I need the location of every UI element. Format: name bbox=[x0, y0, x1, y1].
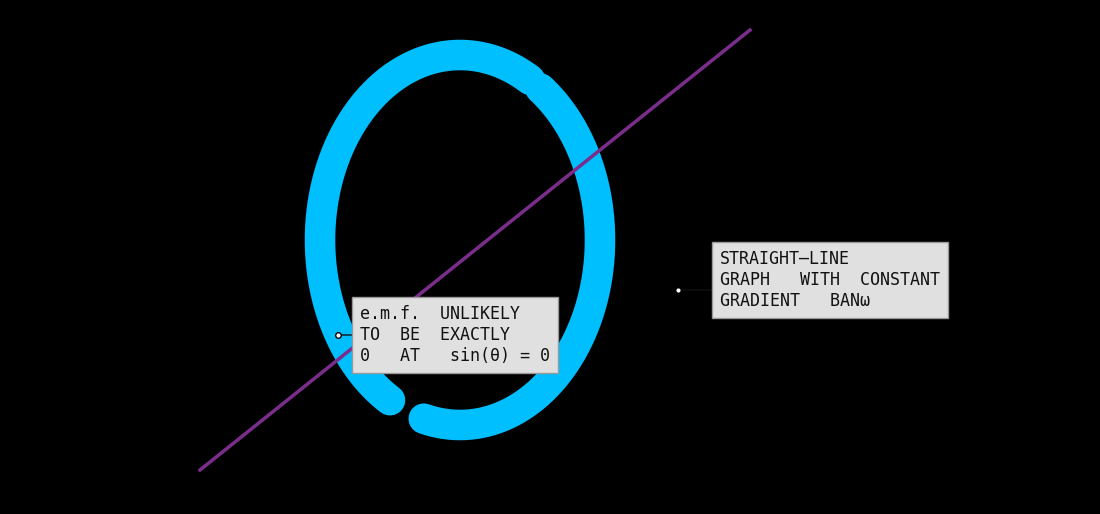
Text: e.m.f.  UNLIKELY
TO  BE  EXACTLY
0   AT   sin(θ) = 0: e.m.f. UNLIKELY TO BE EXACTLY 0 AT sin(θ… bbox=[360, 305, 550, 365]
Text: STRAIGHT–LINE
GRAPH   WITH  CONSTANT
GRADIENT   BANω: STRAIGHT–LINE GRAPH WITH CONSTANT GRADIE… bbox=[720, 250, 940, 310]
